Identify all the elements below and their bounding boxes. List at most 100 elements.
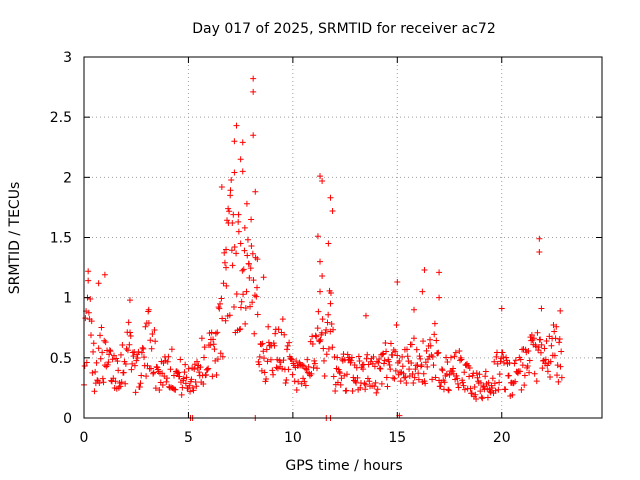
y-tick-label: 1: [63, 291, 72, 307]
data-point: [223, 246, 230, 253]
data-point: [139, 344, 146, 351]
data-point: [145, 306, 152, 313]
data-point: [85, 268, 92, 275]
data-point: [348, 357, 355, 364]
data-point: [302, 382, 309, 389]
data-point: [130, 353, 137, 360]
data-point: [556, 339, 563, 346]
data-point: [239, 139, 246, 146]
x-tick-label: 5: [184, 430, 193, 446]
data-point: [233, 250, 240, 257]
data-point: [323, 326, 330, 333]
data-point: [241, 247, 248, 254]
data-point: [242, 320, 249, 327]
data-point: [485, 379, 492, 386]
data-point: [553, 323, 560, 330]
data-point: [447, 354, 454, 361]
data-point: [317, 173, 324, 180]
data-point: [284, 346, 291, 353]
data-point: [493, 353, 500, 360]
data-point: [399, 363, 406, 370]
data-point: [264, 358, 271, 365]
data-point: [191, 366, 198, 373]
data-point: [117, 351, 124, 358]
data-point: [396, 358, 403, 365]
data-point: [477, 388, 484, 395]
data-point: [113, 355, 120, 362]
data-point: [410, 335, 417, 342]
data-point: [415, 370, 422, 377]
data-point: [429, 376, 436, 383]
data-point: [494, 360, 501, 367]
data-point: [279, 316, 286, 323]
data-point: [371, 363, 378, 370]
data-point: [543, 337, 550, 344]
data-point: [196, 369, 203, 376]
data-point: [544, 368, 551, 375]
data-point: [512, 357, 519, 364]
data-point: [127, 329, 134, 336]
data-point: [433, 337, 440, 344]
data-point: [526, 357, 533, 364]
data-point: [360, 366, 367, 373]
data-point: [317, 288, 324, 295]
x-axis-label: GPS time / hours: [285, 458, 402, 474]
data-point: [194, 358, 201, 365]
data-point: [239, 267, 246, 274]
data-point: [482, 373, 489, 380]
data-point: [466, 373, 473, 380]
data-point: [526, 369, 533, 376]
data-point: [159, 381, 166, 388]
data-point: [227, 192, 234, 199]
data-point: [127, 333, 134, 340]
data-point: [319, 177, 326, 184]
data-point: [357, 384, 364, 391]
data-point: [466, 364, 473, 371]
data-point: [417, 363, 424, 370]
data-point: [265, 323, 272, 330]
data-point: [495, 386, 502, 393]
data-point: [83, 359, 90, 366]
y-tick-label: 2: [63, 170, 72, 186]
data-point: [230, 211, 237, 218]
data-point: [225, 205, 232, 212]
data-point: [106, 351, 113, 358]
data-point: [269, 367, 276, 374]
data-point: [468, 390, 475, 397]
data-point: [461, 386, 468, 393]
data-point: [193, 383, 200, 390]
data-point: [496, 371, 503, 378]
data-point: [249, 250, 256, 257]
data-point: [314, 365, 321, 372]
data-point: [301, 378, 308, 385]
data-point: [237, 304, 244, 311]
data-point: [255, 358, 262, 365]
data-point: [489, 384, 496, 391]
data-point: [183, 374, 190, 381]
data-point: [536, 248, 543, 255]
data-point: [208, 329, 215, 336]
data-point: [412, 366, 419, 373]
data-point: [300, 375, 307, 382]
data-point: [372, 379, 379, 386]
data-point: [226, 312, 233, 319]
data-point: [100, 379, 107, 386]
data-point: [541, 345, 548, 352]
data-point: [231, 244, 238, 251]
data-point: [104, 361, 111, 368]
data-point: [361, 380, 368, 387]
data-point: [229, 262, 236, 269]
data-point: [243, 200, 250, 207]
data-point: [410, 379, 417, 386]
data-point: [364, 375, 371, 382]
data-point: [134, 355, 141, 362]
data-point: [99, 349, 106, 356]
data-point: [260, 274, 267, 281]
data-point: [180, 375, 187, 382]
data-point: [371, 383, 378, 390]
y-axis-label: SRMTID / TECUs: [7, 182, 23, 295]
data-point: [220, 280, 227, 287]
data-point: [491, 380, 498, 387]
data-point: [224, 217, 231, 224]
data-point: [456, 347, 463, 354]
